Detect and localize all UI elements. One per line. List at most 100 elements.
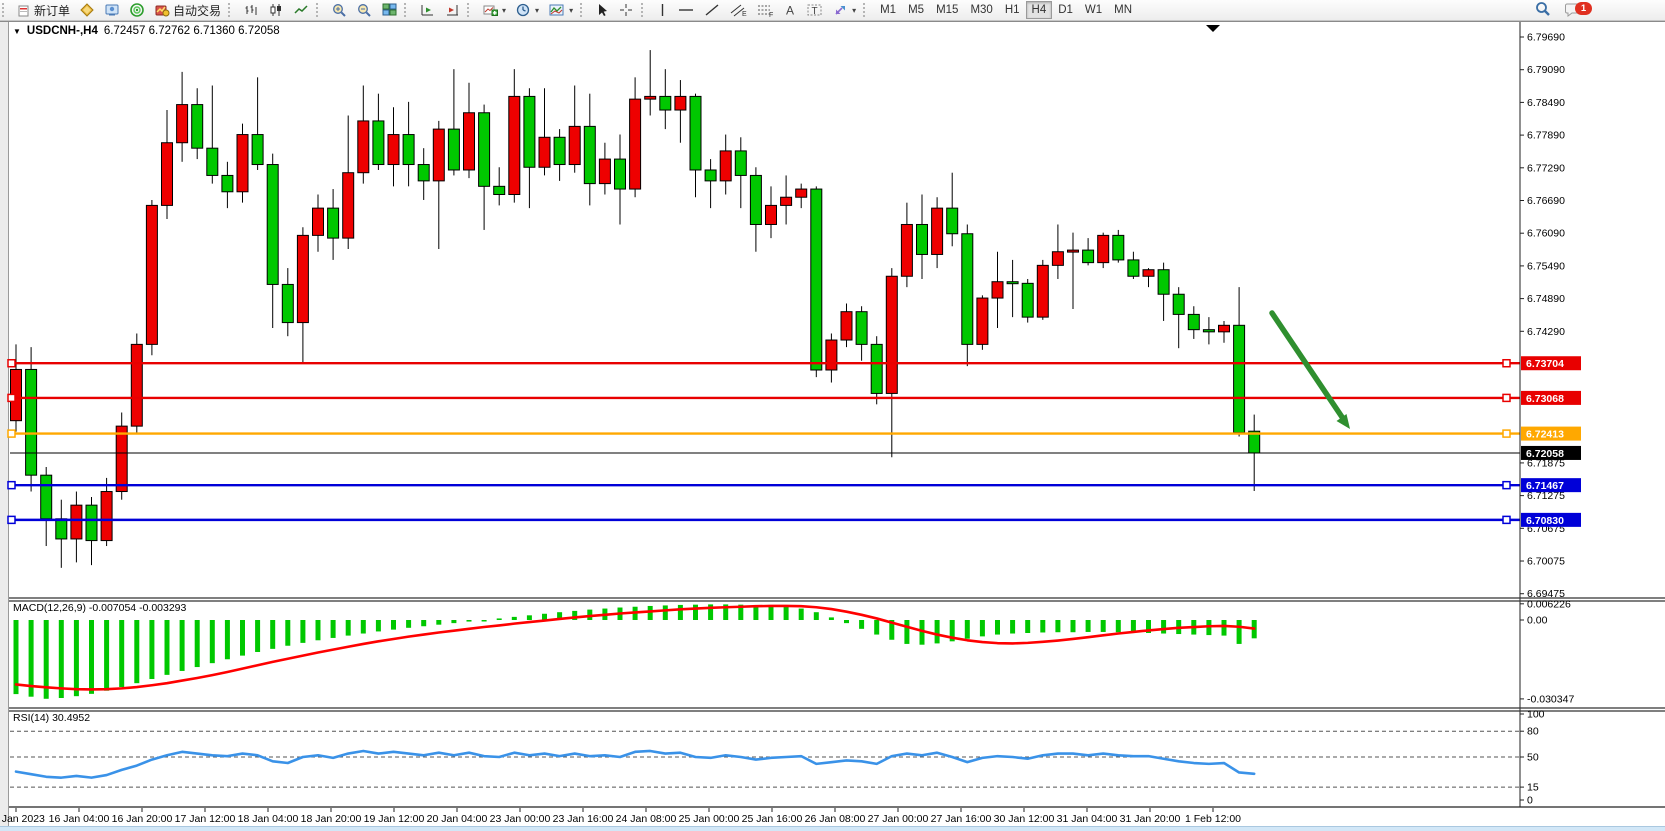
- toolbar-grip[interactable]: [641, 3, 650, 17]
- timeframe-button-d1[interactable]: D1: [1052, 1, 1079, 19]
- rsi-axis-label: 50: [1527, 752, 1539, 764]
- timeframe-button-h4[interactable]: H4: [1025, 1, 1053, 19]
- time-label: 31 Jan 20:00: [1120, 813, 1181, 825]
- notification-badge: 1: [1575, 1, 1592, 15]
- chart-menu-triangle-icon[interactable]: ▼: [13, 26, 21, 36]
- line-chart-mode-button[interactable]: [290, 1, 313, 19]
- time-label: 25 Jan 16:00: [742, 813, 803, 825]
- crosshair-icon: [619, 3, 634, 17]
- macd-histogram-bar: [1055, 620, 1061, 633]
- timeframe-button-mn[interactable]: MN: [1108, 1, 1138, 19]
- text-label-tool-button[interactable]: T: [803, 1, 827, 19]
- auto-trading-label: 自动交易: [173, 3, 222, 18]
- price-line-handle[interactable]: [7, 393, 16, 403]
- candlestick-mode-button[interactable]: [265, 1, 288, 19]
- candle: [508, 95, 521, 196]
- macd-histogram-bar: [330, 620, 336, 638]
- price-line-handle[interactable]: [7, 358, 16, 368]
- arrows-tool-button[interactable]: ▾: [829, 1, 860, 19]
- candle: [568, 125, 581, 166]
- trend-arrow-annotation[interactable]: [1269, 310, 1345, 420]
- toolbar-grip[interactable]: [467, 3, 476, 17]
- price-line-handle[interactable]: [1502, 393, 1511, 403]
- candle: [523, 95, 536, 168]
- horizontal-line-tool-button[interactable]: [674, 1, 698, 19]
- time-label: 13 Jan 2023: [0, 813, 45, 825]
- toolbar-grip[interactable]: [863, 3, 872, 17]
- price-line-handle[interactable]: [7, 515, 16, 525]
- candle: [1006, 281, 1019, 285]
- fibonacci-tool-button[interactable]: F: [753, 1, 778, 19]
- macd-histogram-bar: [375, 620, 381, 632]
- toolbar-grip[interactable]: [404, 3, 413, 17]
- toolbar-grip[interactable]: [316, 3, 325, 17]
- vertical-line-tool-button[interactable]: [653, 1, 672, 19]
- macd-histogram-bar: [889, 620, 895, 640]
- zoom-out-button[interactable]: [353, 1, 376, 19]
- arrows-icon: [833, 3, 848, 17]
- timeframe-button-m1[interactable]: M1: [874, 1, 902, 19]
- macd-histogram-bar: [949, 620, 955, 642]
- auto-scroll-button[interactable]: [416, 1, 439, 19]
- vertical-line-icon: [657, 3, 668, 17]
- cursor-tool-button[interactable]: [592, 1, 613, 19]
- trend-arrow-head[interactable]: [1336, 414, 1351, 429]
- candle: [25, 368, 38, 476]
- auto-trading-button[interactable]: 自动交易: [151, 1, 225, 19]
- macd-histogram-bar: [58, 620, 64, 698]
- equidistant-channel-tool-button[interactable]: E: [726, 1, 751, 19]
- trendline-tool-button[interactable]: [700, 1, 724, 19]
- toolbar-grip[interactable]: [580, 3, 589, 17]
- price-line-tag-text: 6.70830: [1526, 515, 1564, 527]
- bar-chart-mode-button[interactable]: [240, 1, 263, 19]
- candle: [855, 311, 868, 345]
- signals-button[interactable]: [126, 1, 149, 19]
- crosshair-tool-button[interactable]: [615, 1, 638, 19]
- candle: [463, 112, 475, 171]
- timeframe-button-h1[interactable]: H1: [999, 1, 1026, 19]
- macd-histogram-bar: [1130, 620, 1136, 633]
- price-line-handle[interactable]: [1502, 515, 1511, 525]
- candle: [312, 207, 324, 236]
- chart-shift-button[interactable]: [441, 1, 464, 19]
- toolbar-grip[interactable]: [2, 3, 11, 17]
- candle: [432, 128, 445, 182]
- macd-histogram-bar: [693, 604, 698, 620]
- tile-windows-button[interactable]: [378, 1, 401, 19]
- toolbar-grip[interactable]: [228, 3, 237, 17]
- price-line-handle[interactable]: [1502, 358, 1511, 368]
- candle: [296, 234, 309, 324]
- price-line-tag: [1521, 390, 1581, 405]
- market-depth-button[interactable]: [101, 1, 124, 19]
- macd-histogram-bar: [1115, 620, 1121, 633]
- timeframe-button-m15[interactable]: M15: [930, 1, 964, 19]
- price-line-handle[interactable]: [7, 480, 16, 490]
- window-border: [0, 21, 1665, 22]
- price-line-tag-text: 6.71467: [1526, 480, 1564, 492]
- timeframe-button-w1[interactable]: W1: [1079, 1, 1108, 19]
- zoom-in-button[interactable]: [328, 1, 351, 19]
- macd-histogram-bar: [1010, 620, 1016, 634]
- text-tool-button[interactable]: A: [780, 1, 801, 19]
- timeframe-button-m5[interactable]: M5: [902, 1, 930, 19]
- chat-notifications-button[interactable]: 1: [1565, 1, 1592, 20]
- periods-button[interactable]: ▾: [512, 1, 543, 19]
- price-line-tag-text: 6.72413: [1526, 429, 1564, 441]
- macd-histogram-bar: [496, 618, 502, 620]
- macd-histogram-bar: [436, 620, 442, 625]
- candle: [402, 134, 415, 166]
- candle: [704, 169, 717, 182]
- timeframe-button-m30[interactable]: M30: [964, 1, 998, 19]
- price-line-handle[interactable]: [7, 429, 16, 438]
- price-line-handle[interactable]: [1502, 480, 1511, 490]
- price-line-tag-text: 6.73068: [1526, 393, 1564, 405]
- chart-wizard-button[interactable]: [76, 1, 99, 19]
- search-icon[interactable]: [1535, 1, 1551, 20]
- price-line-handle[interactable]: [1502, 429, 1511, 438]
- indicators-button[interactable]: ▾: [479, 1, 510, 19]
- templates-button[interactable]: ▾: [545, 1, 577, 19]
- new-order-button[interactable]: 新订单: [14, 1, 74, 19]
- cursor-icon: [596, 3, 609, 17]
